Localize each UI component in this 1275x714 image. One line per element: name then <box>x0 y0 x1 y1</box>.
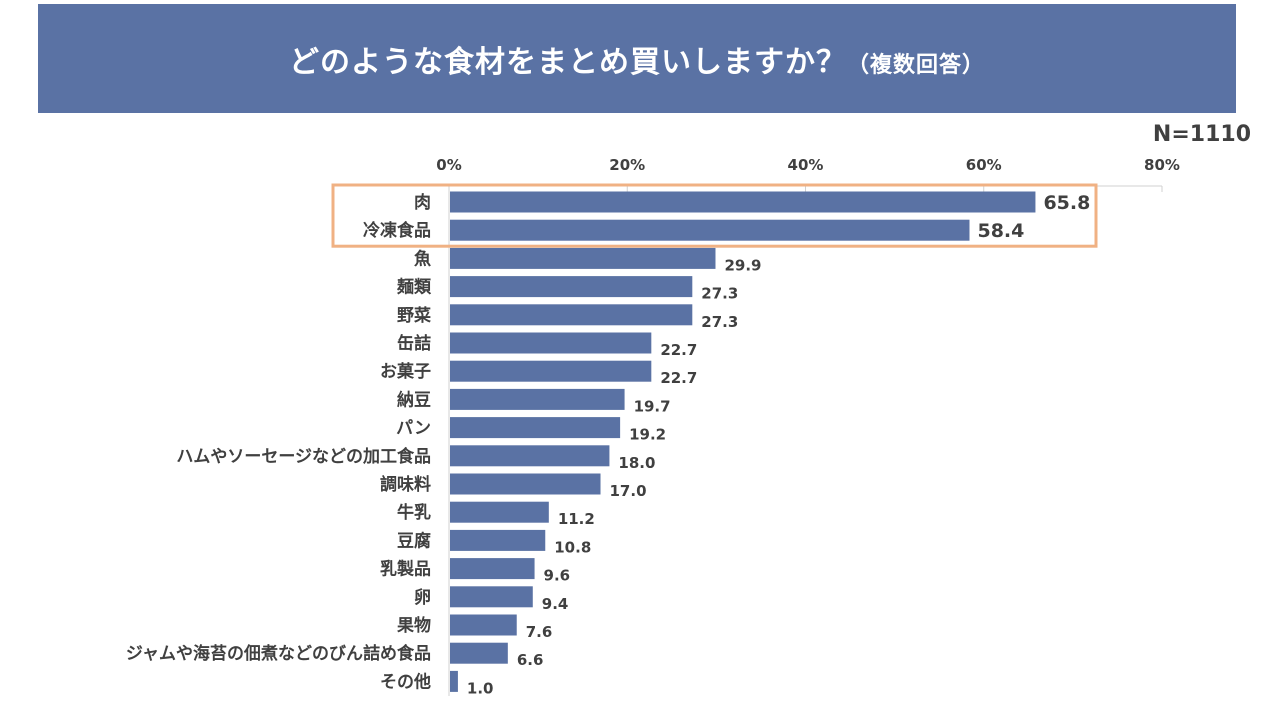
highlight-frame <box>331 183 1098 248</box>
data-label: 22.7 <box>660 341 697 359</box>
category-label: 缶詰 <box>397 333 431 354</box>
data-label: 9.4 <box>542 595 569 613</box>
bar <box>450 670 458 692</box>
x-tick-label: 80% <box>1144 156 1180 174</box>
data-label: 7.6 <box>526 623 553 641</box>
category-label: 牛乳 <box>397 502 431 523</box>
bar <box>450 529 546 551</box>
category-label: 卵 <box>414 587 431 608</box>
bar <box>450 586 533 608</box>
x-tick-label: 40% <box>788 156 824 174</box>
bar <box>450 642 508 664</box>
data-label: 22.7 <box>660 369 697 387</box>
sample-size: N=1110 <box>1152 122 1251 147</box>
data-label: 19.7 <box>634 397 671 415</box>
data-label: 65.8 <box>1043 192 1090 214</box>
bar <box>450 445 610 467</box>
data-label: 6.6 <box>517 651 544 669</box>
category-label: 野菜 <box>397 306 432 326</box>
x-tick-label: 0% <box>436 156 461 174</box>
data-label: 27.3 <box>701 313 738 331</box>
data-label: 11.2 <box>558 510 595 528</box>
category-label: 果物 <box>397 615 431 636</box>
chart-title-suffix: （複数回答） <box>846 52 985 78</box>
bar <box>450 501 549 523</box>
category-label: その他 <box>380 671 431 692</box>
data-label: 18.0 <box>618 454 655 472</box>
category-label: 魚 <box>414 248 431 269</box>
bar <box>450 558 535 580</box>
x-tick-label: 60% <box>966 156 1002 174</box>
x-tick-label: 20% <box>609 156 645 174</box>
data-label: 1.0 <box>467 679 494 697</box>
category-label: 納豆 <box>397 389 431 410</box>
bar <box>450 417 621 439</box>
category-label: 冷凍食品 <box>363 220 431 241</box>
title-banner: どのような食材をまとめ買いしますか？（複数回答） <box>38 4 1236 113</box>
data-label: 17.0 <box>610 482 647 500</box>
category-label: 豆腐 <box>397 530 431 551</box>
data-label: 19.2 <box>629 426 666 444</box>
category-label: 調味料 <box>380 474 431 495</box>
category-label: パン <box>396 419 431 439</box>
data-label: 9.6 <box>544 567 571 585</box>
bar <box>450 473 601 495</box>
bar <box>450 388 625 410</box>
bar <box>450 304 693 326</box>
bar <box>450 360 652 382</box>
data-label: 58.4 <box>977 220 1024 242</box>
category-label: ジャムや海苔の佃煮などのびん詰め食品 <box>126 643 431 664</box>
category-label: お菓子 <box>380 362 431 382</box>
data-label: 10.8 <box>554 538 591 556</box>
category-label: 肉 <box>414 192 431 213</box>
bar <box>450 219 970 241</box>
category-label: 麺類 <box>396 278 432 298</box>
category-label: 乳製品 <box>380 559 431 580</box>
bar <box>450 276 693 298</box>
bar <box>450 191 1036 213</box>
bar <box>450 247 716 269</box>
bar <box>450 332 652 354</box>
category-label: ハムやソーセージなどの加工食品 <box>176 446 431 467</box>
bar <box>450 614 517 636</box>
data-label: 27.3 <box>701 285 738 303</box>
chart-title: どのような食材をまとめ買いしますか？（複数回答） <box>288 44 985 80</box>
data-label: 29.9 <box>724 256 761 274</box>
